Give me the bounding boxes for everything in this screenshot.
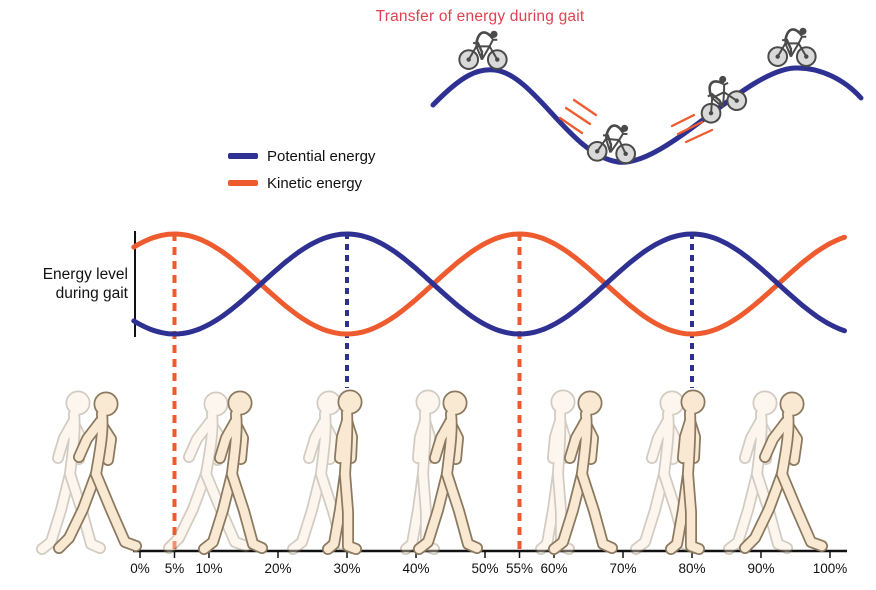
x-tick-label: 5% [164,561,185,576]
legend-label-potential: Potential energy [267,147,376,165]
x-tick-label: 90% [747,561,775,576]
x-tick-label: 10% [195,561,223,576]
x-axis-tick-labels: 0% 5% 10% 20% 30% 40% 50% 55% 60% 70% 80% 90% 100% [0,561,876,583]
energy-chart [131,231,847,549]
speed-lines-icon [558,98,598,135]
hill-curve [430,65,864,165]
legend-item-potential: Potential energy [228,146,375,166]
x-tick-label: 80% [678,561,706,576]
x-tick-label: 70% [609,561,637,576]
y-axis-label-line1: Energy level [42,266,128,283]
x-tick-label: 60% [540,561,568,576]
x-tick-label: 30% [333,561,361,576]
legend: Potential energy Kinetic energy [228,146,375,193]
x-axis [133,549,847,558]
x-tick-label: 0% [130,561,150,576]
bicycle-icon [688,69,751,128]
legend-label-kinetic: Kinetic energy [267,174,363,192]
speed-lines-icon [670,113,714,144]
walking-figure [671,396,700,550]
x-tick-label: 100% [812,561,848,576]
bicycle-icon [767,26,817,68]
x-tick-label: 40% [402,561,430,576]
walking-figures [42,396,822,550]
x-tick-marks [139,551,831,558]
potential-energy-swatch [228,153,258,159]
y-axis-label-line2: during gait [55,285,128,302]
x-tick-label: 20% [264,561,292,576]
potential-energy-curve [131,231,847,337]
y-axis-label: Energy level during gait [12,265,128,303]
bicycle-icon [585,120,639,166]
x-tick-label: 50% [471,561,499,576]
legend-item-kinetic: Kinetic energy [228,173,375,193]
hill-illustration [430,26,864,166]
bicycle-icon [458,29,508,71]
kinetic-energy-curve [131,231,847,337]
walking-figure [328,396,357,550]
figure-title: Transfer of energy during gait [375,8,585,25]
x-tick-label: 55% [505,561,534,576]
kinetic-energy-swatch [228,180,258,186]
